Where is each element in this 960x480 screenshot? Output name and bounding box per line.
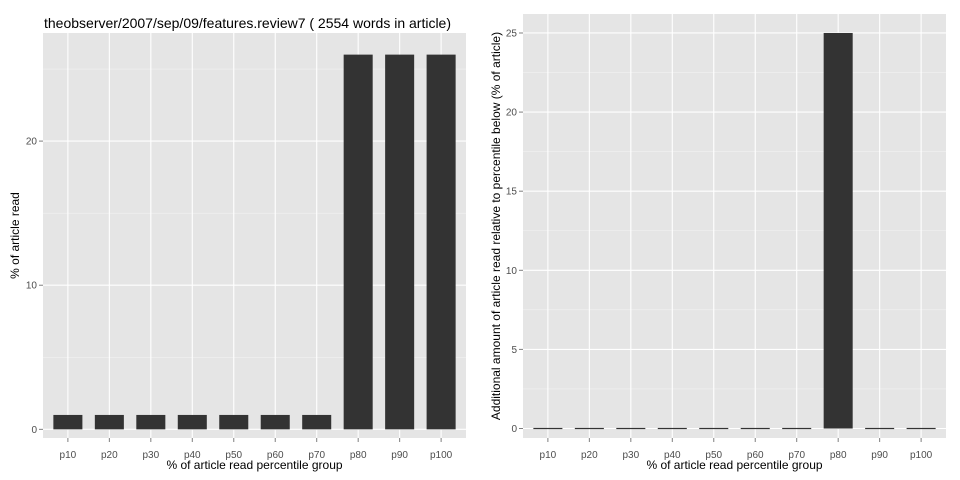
right-bar-p20 <box>574 427 604 430</box>
right-x-tick-label-p40: p40 <box>664 450 681 461</box>
right-y-tick-label-2: 10 <box>506 266 518 277</box>
left-chart: 0 10 20 p10 p20 p30 p40 p50 p60 p70 p80 p90 p100 % of… <box>8 15 466 472</box>
left-x-tick-label-p50: p50 <box>225 450 242 461</box>
right-y-axis-title: Additional amount of article read relati… <box>489 32 503 420</box>
right-y-tick-label-4: 20 <box>506 108 518 119</box>
right-x-tick-label-p50: p50 <box>705 450 722 461</box>
right-bar-p10 <box>533 427 563 430</box>
right-bar-p70 <box>782 427 812 430</box>
left-y-tick-label-1: 10 <box>26 281 38 292</box>
left-x-tick-label-p100: p100 <box>430 450 453 461</box>
right-bar-p80 <box>823 32 853 429</box>
right-y-tick-label-3: 15 <box>506 187 518 198</box>
left-bar-p60 <box>260 414 290 430</box>
left-bar-p50 <box>219 414 249 430</box>
left-bar-p70 <box>302 414 332 430</box>
right-x-tick-label-p30: p30 <box>622 450 639 461</box>
left-bar-p80 <box>343 54 373 430</box>
left-bar-p90 <box>385 54 415 430</box>
right-bar-p50 <box>699 427 729 430</box>
left-x-tick-label-p60: p60 <box>267 450 284 461</box>
right-x-tick-label-p80: p80 <box>830 450 847 461</box>
right-panel-background <box>523 14 946 438</box>
left-x-tick-label-p10: p10 <box>60 450 77 461</box>
right-y-tick-label-1: 5 <box>511 345 517 356</box>
left-x-tick-label-p90: p90 <box>391 450 408 461</box>
left-x-tick-label-p30: p30 <box>142 450 159 461</box>
right-bar-p30 <box>616 427 646 430</box>
left-y-tick-label-2: 20 <box>26 137 38 148</box>
right-bar-p40 <box>657 427 687 430</box>
right-x-tick-label-p70: p70 <box>788 450 805 461</box>
left-y-tick-label-0: 0 <box>31 425 37 436</box>
left-bar-p30 <box>136 414 166 430</box>
right-x-tick-label-p60: p60 <box>747 450 764 461</box>
left-bar-p10 <box>53 414 83 430</box>
left-x-tick-label-p70: p70 <box>308 450 325 461</box>
left-bar-p20 <box>94 414 124 430</box>
left-x-tick-label-p40: p40 <box>184 450 201 461</box>
right-chart: 0 5 10 15 20 25 p10 p20 p30 p40 p50 p60 p70 p80 p90 p10… <box>489 14 946 472</box>
right-x-tick-label-p20: p20 <box>581 450 598 461</box>
right-y-tick-label-0: 0 <box>511 424 517 435</box>
right-x-tick-label-p10: p10 <box>540 450 557 461</box>
right-x-axis-title: % of article read percentile group <box>646 458 822 472</box>
left-x-axis-title: % of article read percentile group <box>166 458 342 472</box>
right-y-tick-label-5: 25 <box>506 28 518 39</box>
left-bar-p40 <box>177 414 207 430</box>
right-x-tick-label-p90: p90 <box>871 450 888 461</box>
left-x-tick-label-p80: p80 <box>350 450 367 461</box>
left-y-axis-title: % of article read <box>8 192 22 279</box>
left-bar-p100 <box>426 54 456 430</box>
right-bar-p60 <box>740 427 770 430</box>
right-bar-p90 <box>865 427 895 430</box>
left-chart-title: theobserver/2007/sep/09/features.review7… <box>44 15 451 31</box>
left-x-tick-label-p20: p20 <box>101 450 118 461</box>
right-x-tick-label-p100: p100 <box>910 450 933 461</box>
right-bar-p100 <box>906 427 936 430</box>
